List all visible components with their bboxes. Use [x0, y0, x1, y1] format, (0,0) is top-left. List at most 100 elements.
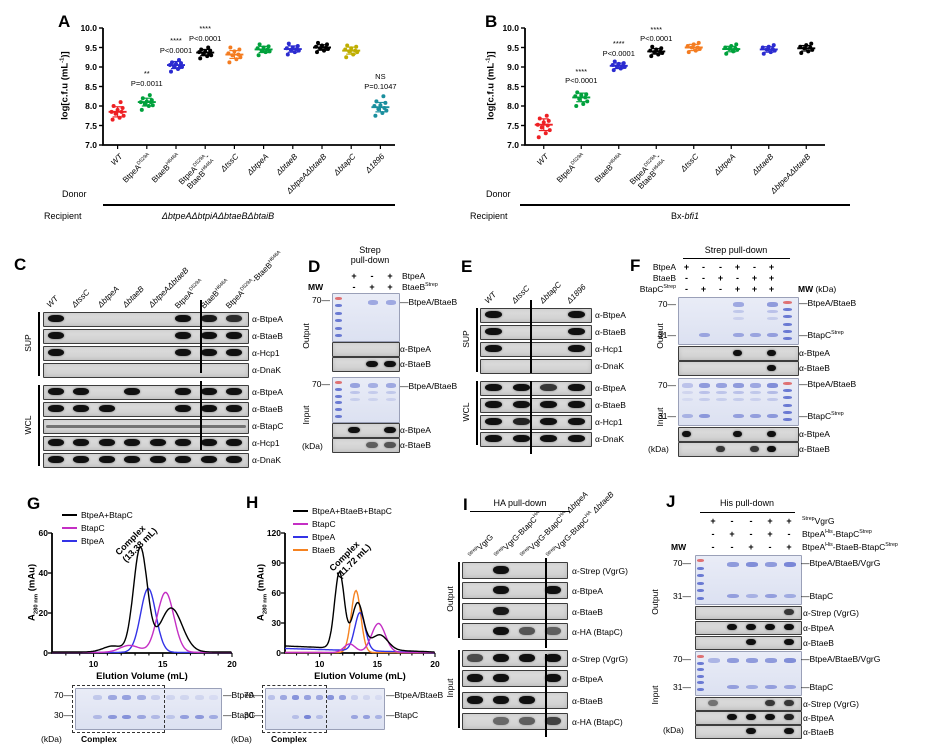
- y-tick-label: 8.5: [85, 81, 97, 92]
- antibody-label: α-HA (BtapC): [572, 717, 623, 727]
- mw-ladder-band: [697, 661, 704, 665]
- blot-band: [175, 456, 192, 463]
- gel-band-smear: [385, 398, 397, 401]
- recipient-value: ΔbtpeAΔbtpiAΔbtaeBΔbtaiB: [161, 211, 275, 221]
- mw-ladder-band: [783, 396, 792, 400]
- blot-band: [200, 349, 217, 356]
- blot-band: [540, 384, 558, 391]
- mw-marker: 70—: [312, 379, 330, 389]
- condition-value: -: [702, 262, 705, 272]
- section-label-input: Input: [655, 407, 665, 426]
- mw-ladder-band: [697, 581, 704, 585]
- blot-band: [746, 624, 756, 630]
- panel-F: F Strep pull-down + - - + - + BtpeA - - + - + + BtaeB -…: [530, 245, 936, 495]
- blot-strip: [678, 346, 799, 361]
- condition-name: BtpeA: [402, 271, 426, 281]
- mw-ladder-band: [697, 559, 704, 562]
- blot-band: [765, 714, 775, 720]
- legend-swatch: [293, 536, 308, 539]
- gel-band-smear: [682, 398, 693, 401]
- significance-annotation: **** P<0.0001: [565, 66, 598, 86]
- blot-band: [47, 315, 64, 322]
- y-axis-title: A280 nm (mAu): [26, 563, 40, 622]
- panel-label-J: J: [666, 492, 676, 511]
- antibody-label: α-BtpeA: [595, 383, 626, 393]
- coomassie-gel: [695, 651, 802, 696]
- antibody-label: α-BtaeB: [252, 331, 283, 341]
- mw-marker: 31—: [658, 330, 676, 340]
- section-bracket: [476, 381, 478, 445]
- recipient-value: Bx-bfi1: [670, 211, 699, 221]
- blot-band: [492, 653, 510, 662]
- y-tick-label: 7.5: [85, 120, 97, 131]
- condition-value: -: [719, 284, 722, 294]
- blot-band: [200, 405, 217, 412]
- antibody-label: α-BtaeB: [400, 440, 431, 450]
- condition-value: +: [751, 284, 758, 294]
- blot-smear-band: [46, 425, 246, 428]
- mw-ladder-band: [783, 382, 792, 385]
- condition-value: +: [767, 516, 773, 526]
- blot-band: [567, 384, 585, 391]
- gel-band-bottom: [765, 685, 777, 689]
- section-label-output: Output: [650, 589, 660, 615]
- section-bracket: [476, 308, 478, 372]
- blot-strip: [43, 363, 249, 378]
- gel-band-label: —BtpeA/BtaeB: [799, 298, 857, 308]
- antibody-label: α-BtpeA: [803, 713, 834, 723]
- blot-band: [727, 624, 737, 630]
- y-tick-label: 9.0: [85, 62, 97, 72]
- gel-band-label: —BtpeA/BtaeB: [400, 381, 458, 391]
- section-bracket: [200, 300, 202, 373]
- legend-label: BtapC: [312, 519, 336, 529]
- gel-band-top: [209, 695, 219, 700]
- blot-strip: [480, 398, 592, 413]
- y-tick-label: 90: [271, 558, 281, 568]
- condition-value: -: [787, 529, 791, 539]
- blot-band: [567, 345, 585, 352]
- blot-band: [47, 332, 64, 339]
- condition-value: +: [748, 542, 754, 552]
- gel-band-top: [350, 695, 359, 700]
- panel-G: G 0 20 40 60 10 15 20 Elution Volume (mL) A280 n…: [10, 488, 256, 748]
- antibody-label: α-BtaeB: [400, 359, 431, 369]
- condition-name: BtaeB: [652, 273, 676, 283]
- condition-value: +: [387, 282, 393, 292]
- mw-ladder-band: [335, 304, 342, 308]
- y-tick-label: 9.5: [85, 42, 97, 53]
- blot-strip: [332, 438, 400, 453]
- condition-value: +: [351, 271, 357, 281]
- section-label-output: Output: [655, 322, 665, 349]
- antibody-label: α-BtpeA: [799, 429, 830, 439]
- blot-band: [544, 673, 562, 682]
- blot-band: [200, 388, 217, 395]
- complex-box-label: Complex: [271, 734, 307, 744]
- blot-band: [765, 624, 775, 630]
- mw-ladder-band: [697, 574, 704, 578]
- gel-band-top: [765, 562, 777, 567]
- gel-band-bottom: [727, 594, 739, 598]
- mw-marker: 31—: [673, 591, 691, 601]
- mw-ladder-band: [697, 566, 704, 570]
- mw-label: MW (kDa): [798, 284, 837, 294]
- panel-label-F: F: [630, 256, 641, 275]
- dot-plot-B: [470, 0, 936, 250]
- gel-band-bottom: [733, 333, 744, 337]
- blot-band: [746, 639, 756, 645]
- blot-band: [512, 435, 530, 442]
- condition-value: +: [768, 284, 775, 294]
- condition-value: +: [734, 262, 741, 272]
- blot-band: [727, 714, 737, 720]
- blot-band: [226, 405, 243, 412]
- gel-band-label: —BtpeA/BtaeB: [799, 379, 857, 389]
- blot-band: [765, 700, 775, 706]
- blot-strip: [695, 697, 802, 711]
- antibody-label: α-BtaeB: [799, 444, 830, 454]
- complex-fraction-box: [262, 685, 327, 733]
- chromatogram-G: [10, 488, 245, 748]
- mw-ladder-band: [783, 337, 792, 340]
- blot-band: [466, 695, 484, 704]
- coomassie-gel: [265, 688, 385, 730]
- gel-band-top: [268, 695, 276, 700]
